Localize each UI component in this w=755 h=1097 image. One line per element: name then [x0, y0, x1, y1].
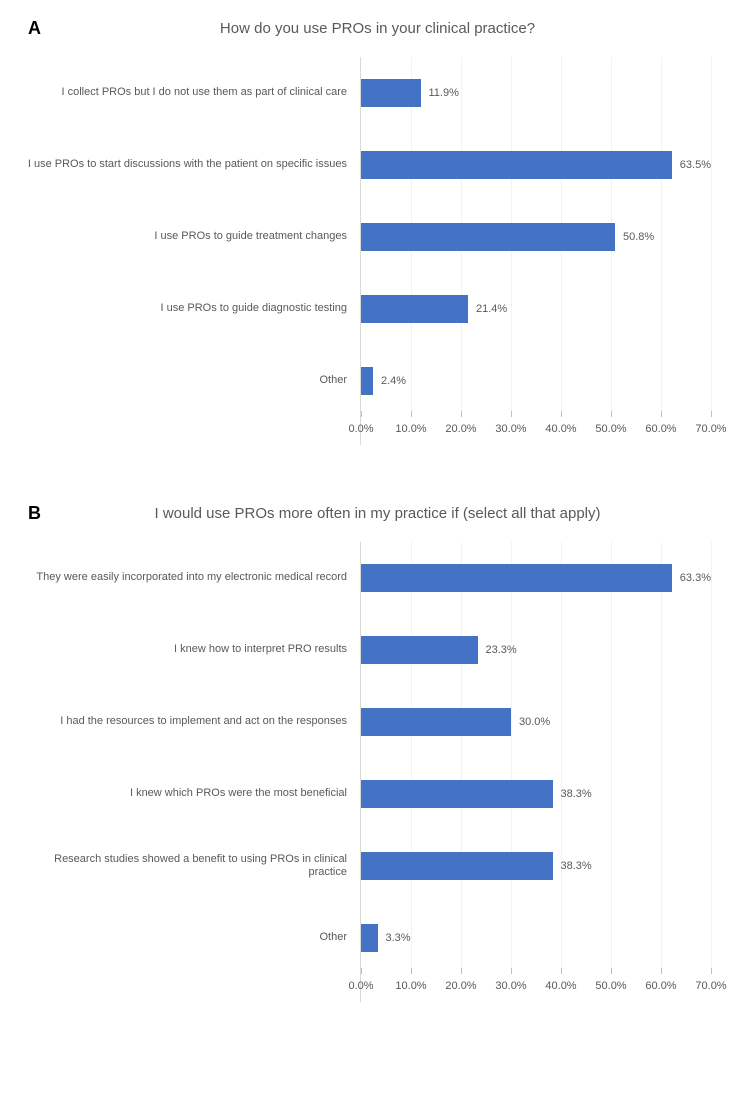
bar — [361, 852, 553, 880]
value-label: 63.3% — [672, 572, 711, 584]
bar — [361, 367, 373, 395]
category-label: I collect PROs but I do not use them as … — [27, 86, 361, 99]
bar-row: I collect PROs but I do not use them as … — [361, 57, 711, 129]
value-label: 11.9% — [421, 87, 459, 99]
bar — [361, 924, 378, 952]
bar-row: Other3.3% — [361, 902, 711, 974]
category-label: I use PROs to start discussions with the… — [27, 158, 361, 171]
x-tick-label: 20.0% — [445, 423, 476, 435]
value-label: 38.3% — [553, 860, 592, 872]
x-tick-label: 40.0% — [545, 423, 576, 435]
bar — [361, 79, 421, 107]
category-label: Other — [27, 931, 361, 944]
bar — [361, 564, 672, 592]
x-axis-ticks: 0.0%10.0%20.0%30.0%40.0%50.0%60.0%70.0% — [361, 980, 711, 1002]
chart-area: They were easily incorporated into my el… — [360, 542, 711, 1002]
x-tick-label: 30.0% — [495, 980, 526, 992]
panel-letter: B — [28, 503, 41, 524]
chart-area: I collect PROs but I do not use them as … — [360, 57, 711, 445]
x-tick-label: 0.0% — [348, 423, 373, 435]
x-tick-label: 60.0% — [645, 980, 676, 992]
x-tick-label: 50.0% — [595, 423, 626, 435]
category-label: I use PROs to guide diagnostic testing — [27, 302, 361, 315]
bar-row: Research studies showed a benefit to usi… — [361, 830, 711, 902]
x-tick-mark — [711, 968, 712, 974]
x-tick-label: 70.0% — [695, 980, 726, 992]
value-label: 38.3% — [553, 788, 592, 800]
grid-line — [711, 542, 712, 974]
category-label: Other — [27, 374, 361, 387]
bar-row: I use PROs to start discussions with the… — [361, 129, 711, 201]
bar-row: I use PROs to guide treatment changes50.… — [361, 201, 711, 273]
value-label: 50.8% — [615, 231, 654, 243]
bar-row: I use PROs to guide diagnostic testing21… — [361, 273, 711, 345]
bar — [361, 636, 478, 664]
bar-row: I knew how to interpret PRO results23.3% — [361, 614, 711, 686]
x-tick-label: 40.0% — [545, 980, 576, 992]
chart-title: I would use PROs more often in my practi… — [30, 505, 725, 522]
value-label: 23.3% — [478, 644, 517, 656]
chart-panel: BI would use PROs more often in my pract… — [0, 485, 755, 1042]
value-label: 2.4% — [373, 375, 406, 387]
value-label: 30.0% — [511, 716, 550, 728]
bar-row: I knew which PROs were the most benefici… — [361, 758, 711, 830]
x-tick-label: 70.0% — [695, 423, 726, 435]
x-tick-label: 50.0% — [595, 980, 626, 992]
value-label: 63.5% — [672, 159, 711, 171]
x-tick-label: 20.0% — [445, 980, 476, 992]
category-label: Research studies showed a benefit to usi… — [27, 853, 361, 879]
x-axis-ticks: 0.0%10.0%20.0%30.0%40.0%50.0%60.0%70.0% — [361, 423, 711, 445]
bar-row: They were easily incorporated into my el… — [361, 542, 711, 614]
x-tick-mark — [711, 411, 712, 417]
bar — [361, 295, 468, 323]
value-label: 3.3% — [378, 932, 411, 944]
category-label: I use PROs to guide treatment changes — [27, 230, 361, 243]
category-label: I had the resources to implement and act… — [27, 715, 361, 728]
panel-letter: A — [28, 18, 41, 39]
x-tick-label: 10.0% — [395, 423, 426, 435]
x-tick-label: 10.0% — [395, 980, 426, 992]
category-label: I knew how to interpret PRO results — [27, 643, 361, 656]
bar-row: Other2.4% — [361, 345, 711, 417]
x-tick-label: 0.0% — [348, 980, 373, 992]
chart-title: How do you use PROs in your clinical pra… — [30, 20, 725, 37]
value-label: 21.4% — [468, 303, 507, 315]
bar — [361, 223, 615, 251]
x-tick-label: 30.0% — [495, 423, 526, 435]
grid-line — [711, 57, 712, 417]
category-label: They were easily incorporated into my el… — [27, 571, 361, 584]
bar — [361, 151, 672, 179]
x-tick-label: 60.0% — [645, 423, 676, 435]
plot-area: They were easily incorporated into my el… — [361, 542, 711, 974]
bar-row: I had the resources to implement and act… — [361, 686, 711, 758]
chart-panel: AHow do you use PROs in your clinical pr… — [0, 0, 755, 485]
bar — [361, 780, 553, 808]
category-label: I knew which PROs were the most benefici… — [27, 787, 361, 800]
bar — [361, 708, 511, 736]
plot-area: I collect PROs but I do not use them as … — [361, 57, 711, 417]
